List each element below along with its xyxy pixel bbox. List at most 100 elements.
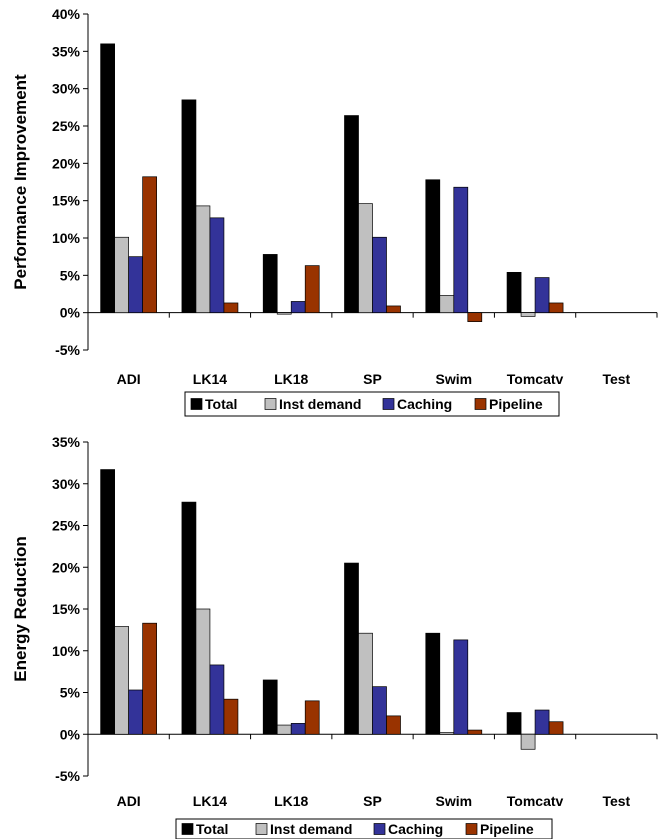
category-label: SP: [363, 793, 382, 809]
y-tick-label: 10%: [52, 230, 81, 246]
bar-caching: [209, 217, 225, 314]
y-tick-label: 15%: [52, 601, 81, 617]
y-tick-label: 30%: [52, 81, 81, 97]
bar-inst-demand: [520, 733, 536, 750]
bar-caching: [128, 256, 143, 314]
y-tick-label: 5%: [60, 685, 81, 701]
y-tick-label: 0%: [60, 726, 81, 742]
y-tick-label: 25%: [52, 518, 81, 534]
y-axis-title: Performance Improvement: [11, 74, 30, 290]
category-label: Test: [602, 371, 630, 387]
bar-total: [100, 469, 115, 735]
bar-pipeline: [467, 729, 483, 735]
bar-total: [506, 271, 522, 314]
category-label: Swim: [435, 793, 472, 809]
category-label: ADI: [117, 793, 141, 809]
legend-box: [175, 818, 553, 839]
bar-total: [344, 115, 359, 314]
legend-box: [184, 391, 560, 417]
bar-total: [425, 179, 441, 314]
y-tick-label: 35%: [52, 43, 81, 59]
bar-pipeline: [142, 622, 157, 735]
y-tick-label: 0%: [60, 305, 81, 321]
bar-pipeline: [386, 715, 401, 735]
legend-label: Caching: [397, 396, 452, 412]
legend-swatch: [465, 823, 478, 835]
category-label: LK14: [193, 793, 227, 809]
bar-inst-demand: [276, 312, 292, 315]
category-label: Swim: [435, 371, 472, 387]
bar-caching: [534, 277, 550, 314]
bar-pipeline: [223, 302, 239, 314]
legend-label: Total: [196, 821, 228, 837]
bar-caching: [128, 689, 143, 735]
legend-label: Caching: [388, 821, 443, 837]
chart-panel-2: -5% 0% 5% 10% 15% 20% 25% 30% 35% Energy Reductio…: [11, 434, 658, 839]
bar-pipeline: [548, 302, 564, 314]
bar-total: [181, 501, 197, 735]
bar-total: [506, 712, 522, 735]
bar-total: [425, 632, 441, 735]
bar-pipeline: [142, 176, 157, 314]
y-tick-label: 10%: [52, 643, 81, 659]
bar-caching: [453, 639, 469, 735]
y-tick-label: 40%: [52, 6, 81, 22]
bar-inst-demand: [114, 236, 129, 314]
bar-pipeline: [223, 698, 239, 735]
legend-swatch: [181, 823, 194, 835]
bar-inst-demand: [276, 724, 292, 735]
bar-total: [100, 43, 115, 314]
category-label: LK14: [193, 371, 227, 387]
y-tick-label: 20%: [52, 155, 81, 171]
y-tick-label: 35%: [52, 434, 81, 450]
legend-swatch: [373, 823, 386, 835]
legend-label: Inst demand: [270, 821, 352, 837]
bar-pipeline: [548, 721, 564, 735]
chart-panel-1: -5% 0% 5% 10% 15% 20% 25% 30% 35% 40% Performance …: [11, 6, 658, 417]
category-label: ADI: [117, 371, 141, 387]
bar-inst-demand: [520, 312, 536, 317]
bar-pipeline: [467, 312, 483, 322]
bar-inst-demand: [358, 203, 373, 314]
legend-swatch: [255, 823, 268, 835]
y-tick-label: 20%: [52, 559, 81, 575]
bar-caching: [209, 664, 225, 735]
legend: Total Inst demand Caching Pipeline: [175, 818, 553, 839]
category-label: Tomcatv: [507, 371, 564, 387]
bar-inst-demand: [195, 608, 211, 735]
legend-swatch: [474, 398, 487, 410]
category-label: LK18: [274, 793, 308, 809]
bar-total: [344, 562, 359, 735]
bar-caching: [290, 301, 306, 314]
legend-swatch: [190, 398, 203, 410]
bar-caching: [372, 236, 387, 314]
bar-total: [262, 254, 278, 314]
bar-total: [262, 679, 278, 735]
bar-caching: [372, 686, 387, 735]
legend-label: Pipeline: [480, 821, 534, 837]
y-tick-label: 25%: [52, 118, 81, 134]
legend-swatch: [382, 398, 395, 410]
legend-swatch: [264, 398, 277, 410]
y-tick-label: -5%: [55, 342, 80, 358]
bar-total: [181, 99, 197, 314]
y-tick-label: 30%: [52, 476, 81, 492]
bar-inst-demand: [439, 295, 455, 314]
bar-inst-demand: [358, 632, 373, 735]
legend-label: Pipeline: [489, 396, 543, 412]
bar-caching: [453, 186, 469, 314]
category-label: Test: [602, 793, 630, 809]
category-label: LK18: [274, 371, 308, 387]
legend-label: Total: [205, 396, 237, 412]
y-tick-label: 15%: [52, 193, 81, 209]
y-tick-label: -5%: [55, 768, 80, 784]
bar-pipeline: [304, 700, 320, 735]
bar-inst-demand: [195, 205, 211, 314]
legend: Total Inst demand Caching Pipeline: [184, 391, 560, 417]
bar-pipeline: [304, 265, 320, 314]
bar-pipeline: [386, 305, 401, 314]
category-label: Tomcatv: [507, 793, 564, 809]
bar-caching: [290, 723, 306, 735]
bar-inst-demand: [114, 626, 129, 735]
